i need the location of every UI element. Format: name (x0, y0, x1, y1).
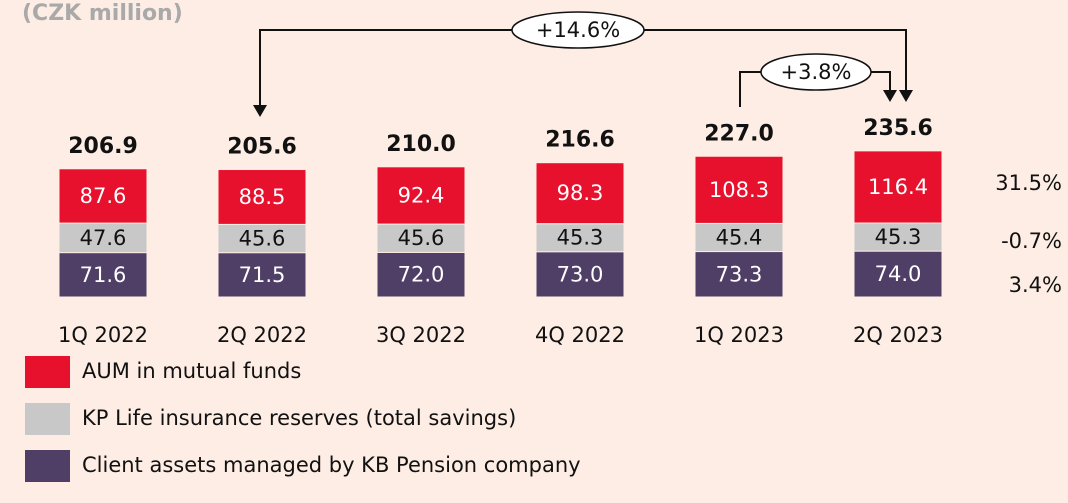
arrow-head (883, 90, 897, 102)
change-label: -0.7% (1001, 229, 1062, 253)
bar-segment (58, 168, 148, 224)
bar-segment (376, 251, 466, 298)
bar-segment (694, 251, 784, 298)
legend-label: KP Life insurance reserves (total saving… (82, 406, 516, 430)
segment-label: 72.0 (398, 263, 445, 287)
annotation-label: +14.6% (536, 18, 620, 42)
arrow-head (899, 90, 913, 102)
bar-segment (853, 222, 943, 252)
bar-segment (217, 252, 307, 298)
segment-label: 92.4 (398, 183, 445, 207)
total-label: 206.9 (68, 134, 138, 159)
bar-segment (535, 223, 625, 253)
segment-label: 45.6 (239, 227, 286, 251)
bar-segment (694, 155, 784, 224)
legend-label: AUM in mutual funds (82, 359, 301, 383)
segment-label: 47.6 (80, 226, 127, 250)
bar-segment (58, 222, 148, 254)
annotation-label: +3.8% (781, 60, 852, 84)
bar-segment (853, 150, 943, 224)
segment-label: 45.6 (398, 226, 445, 250)
x-tick-label: 4Q 2022 (535, 323, 625, 347)
segment-label: 73.0 (557, 262, 604, 286)
segment-label: 45.4 (716, 225, 763, 249)
segment-label: 71.5 (239, 263, 286, 287)
total-label: 210.0 (386, 132, 456, 157)
x-tick-label: 2Q 2023 (853, 323, 943, 347)
bar-segment (853, 250, 943, 298)
annotation-bubble (511, 11, 645, 49)
total-label: 227.0 (704, 121, 774, 146)
annotation-bubble (760, 53, 872, 91)
segment-label: 108.3 (709, 178, 769, 202)
segment-label: 98.3 (557, 181, 604, 205)
bar-segment (58, 252, 148, 298)
bar-segment (535, 162, 625, 225)
legend-swatch (25, 403, 70, 435)
bar-segment (535, 251, 625, 298)
segment-label: 116.4 (868, 175, 928, 199)
legend-label: Client assets managed by KB Pension comp… (82, 453, 581, 477)
bar-segment (217, 169, 307, 225)
total-label: 205.6 (227, 135, 297, 160)
total-label: 235.6 (863, 116, 933, 141)
x-tick-label: 1Q 2023 (694, 323, 784, 347)
change-label: 31.5% (995, 171, 1062, 195)
x-tick-label: 2Q 2022 (217, 323, 307, 347)
bar-segment (376, 166, 466, 225)
legend-swatch (25, 450, 70, 482)
segment-label: 73.3 (716, 262, 763, 286)
x-tick-label: 1Q 2022 (58, 323, 148, 347)
x-tick-label: 3Q 2022 (376, 323, 466, 347)
segment-label: 88.5 (239, 185, 286, 209)
segment-label: 87.6 (80, 184, 127, 208)
segment-label: 74.0 (875, 262, 922, 286)
segment-label: 45.3 (557, 226, 604, 250)
bar-segment (217, 223, 307, 254)
change-label: 3.4% (1009, 273, 1062, 297)
chart-title: (CZK million) (22, 1, 183, 26)
arrow-head (253, 105, 267, 117)
bar-segment (376, 223, 466, 253)
segment-label: 45.3 (875, 225, 922, 249)
segment-label: 71.6 (80, 263, 127, 287)
legend-swatch (25, 356, 70, 388)
total-label: 216.6 (545, 128, 615, 153)
